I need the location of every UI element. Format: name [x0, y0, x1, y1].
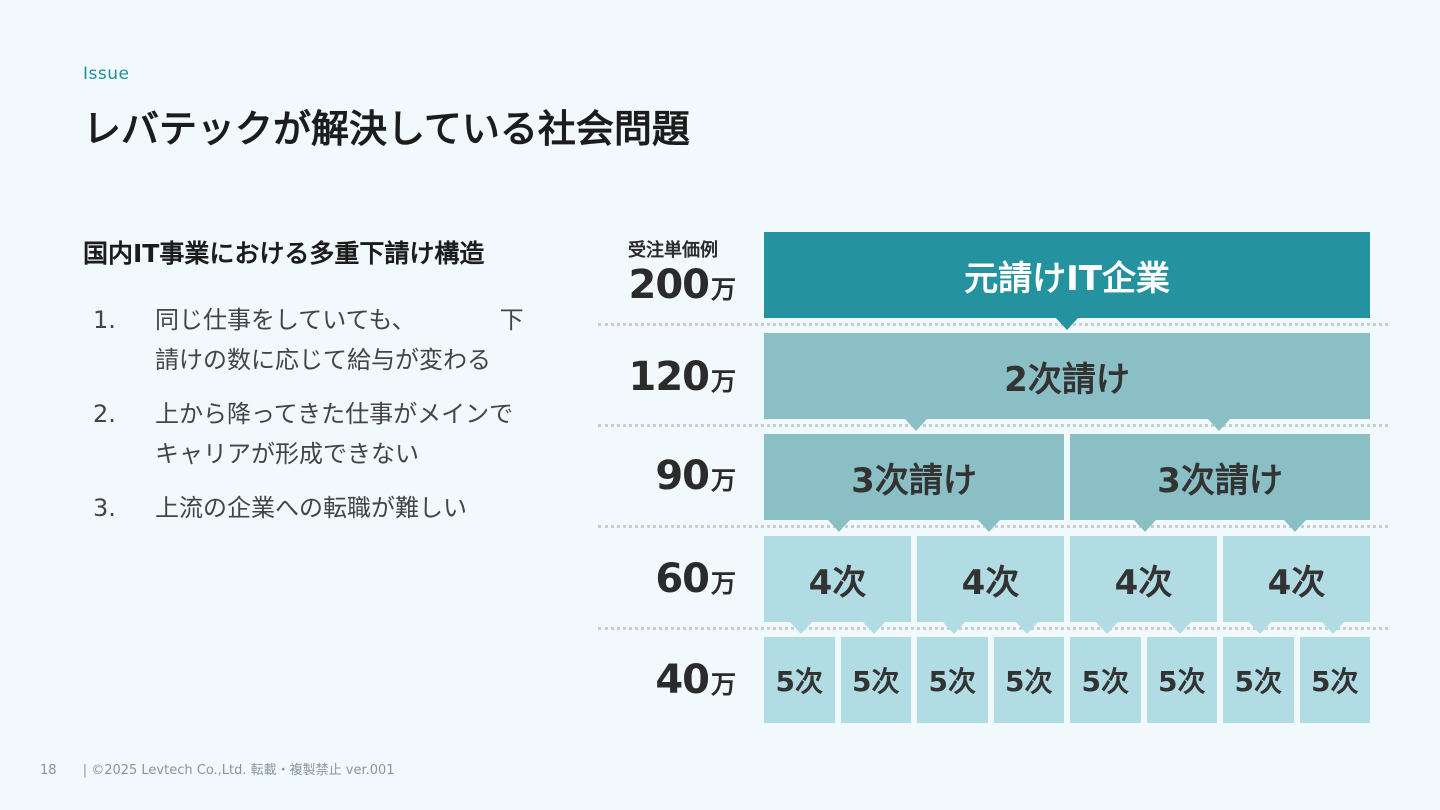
price-unit: 万	[710, 670, 736, 699]
pointer-arrow	[789, 622, 812, 634]
tier-3-box: 3次請け	[1070, 434, 1370, 520]
price-label: 60万	[590, 556, 736, 602]
tier-4-box: 4次	[1070, 536, 1217, 622]
tier-4-box: 4次	[917, 536, 1064, 622]
tier-1-box: 元請けIT企業	[764, 232, 1370, 318]
issue-text: 上流の企業への転職が難しい	[155, 494, 467, 522]
price-unit: 万	[710, 275, 736, 304]
issue-text: 上から降ってきた仕事がメインで キャリアが形成できない	[155, 400, 514, 468]
issue-number: 2.	[93, 400, 116, 428]
price-unit: 万	[710, 466, 736, 495]
tier-5-box: 5次	[917, 637, 988, 723]
list-item: 1. 同じ仕事をしていても、 下 請けの数に応じて給与が変わる	[93, 300, 598, 380]
price-label: 40万	[590, 657, 736, 703]
page-number: 18	[40, 763, 57, 778]
pointer-arrow	[1056, 318, 1078, 330]
tier-3-box: 3次請け	[764, 434, 1064, 520]
pointer-arrow	[1207, 419, 1230, 431]
tier-5-box: 5次	[1223, 637, 1294, 723]
pointer-arrow	[828, 520, 850, 532]
pointer-arrow	[863, 622, 886, 634]
tier-5-box: 5次	[764, 637, 835, 723]
pointer-arrow	[1016, 622, 1039, 634]
level-separator	[598, 424, 1388, 427]
pointer-arrow	[1284, 520, 1306, 532]
page-title: レバテックが解決している社会問題	[83, 107, 690, 151]
tier-4-box: 4次	[1223, 536, 1370, 622]
price-label: 200万	[590, 262, 736, 308]
price-value: 60	[655, 556, 710, 602]
copyright-text: | ©2025 Levtech Co.,Ltd. 転載・複製禁止 ver.001	[82, 763, 395, 778]
pointer-arrow	[1248, 622, 1271, 634]
price-column-header: 受注単価例	[628, 240, 718, 261]
price-unit: 万	[710, 569, 736, 598]
tier-5-box: 5次	[840, 637, 911, 723]
pointer-arrow	[978, 520, 1000, 532]
price-label: 120万	[590, 354, 736, 400]
list-item: 2. 上から降ってきた仕事がメインで キャリアが形成できない	[93, 394, 598, 474]
price-unit: 万	[710, 367, 736, 396]
footer: 18 | ©2025 Levtech Co.,Ltd. 転載・複製禁止 ver.…	[40, 759, 395, 778]
price-value: 120	[628, 354, 709, 400]
list-item: 3. 上流の企業への転職が難しい	[93, 488, 598, 528]
price-value: 40	[655, 657, 710, 703]
tier-5-box: 5次	[1070, 637, 1141, 723]
issue-number: 3.	[93, 494, 116, 522]
price-label: 90万	[590, 453, 736, 499]
tier-5-box: 5次	[993, 637, 1064, 723]
pointer-arrow	[1169, 622, 1192, 634]
issue-list: 1. 同じ仕事をしていても、 下 請けの数に応じて給与が変わる 2. 上から降っ…	[93, 300, 598, 542]
tier-5-box: 5次	[1299, 637, 1370, 723]
tier-5-box: 5次	[1146, 637, 1217, 723]
pointer-arrow	[942, 622, 965, 634]
pointer-arrow	[1095, 622, 1118, 634]
pointer-arrow	[904, 419, 927, 431]
issue-text: 同じ仕事をしていても、 下 請けの数に応じて給与が変わる	[155, 306, 524, 374]
level-separator	[598, 627, 1388, 630]
issue-number: 1.	[93, 306, 116, 334]
pointer-arrow	[1134, 520, 1156, 532]
tier-2-box: 2次請け	[764, 333, 1370, 419]
level-separator	[598, 323, 1388, 326]
tier-4-box: 4次	[764, 536, 911, 622]
subheading: 国内IT事業における多重下請け構造	[83, 239, 485, 268]
price-value: 90	[655, 453, 710, 499]
section-tag: Issue	[83, 64, 130, 84]
pointer-arrow	[1322, 622, 1345, 634]
price-value: 200	[628, 262, 709, 308]
